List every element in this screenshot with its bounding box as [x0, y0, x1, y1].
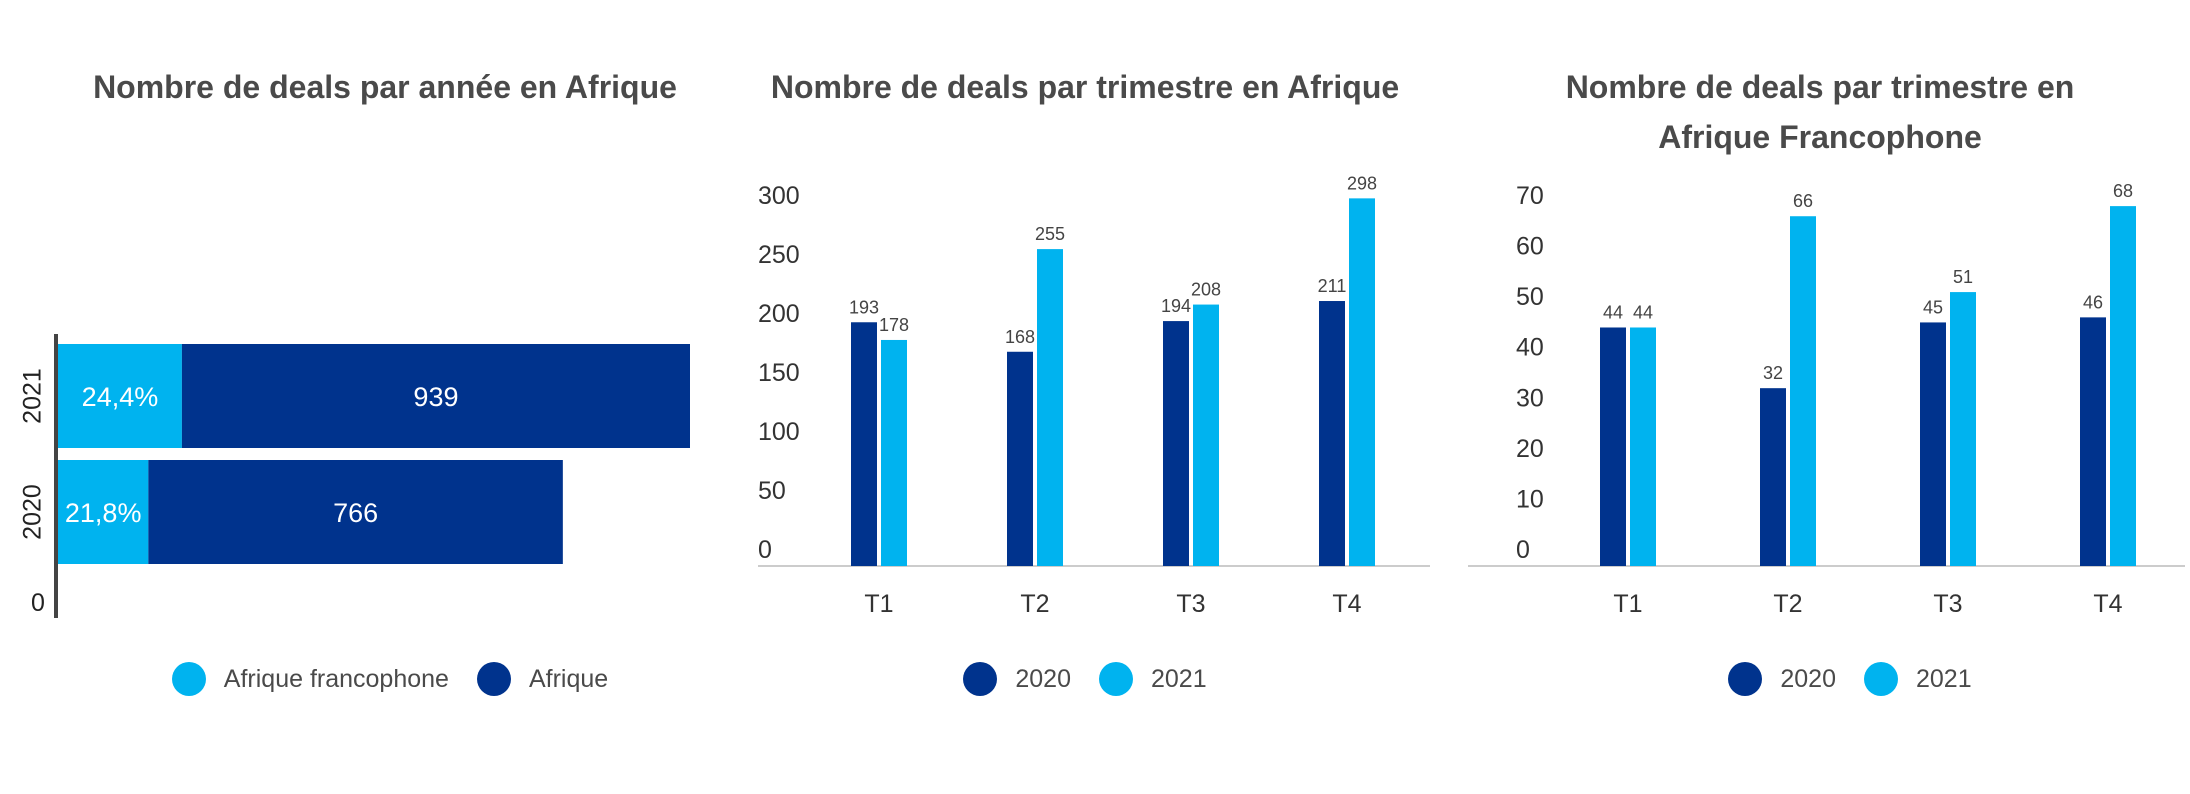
bar — [1760, 388, 1786, 566]
x-tick-label: T2 — [1773, 590, 1802, 618]
x-tick-label: T4 — [2093, 590, 2122, 618]
legend-item-2020: 2020 — [1728, 662, 1836, 696]
data-label: 194 — [1161, 296, 1191, 316]
y-tick-label: 30 — [1516, 384, 1544, 412]
legend-label: 2021 — [1916, 664, 1972, 693]
y-tick-label: 10 — [1516, 485, 1544, 513]
legend-annual: Afrique francophone Afrique — [60, 662, 720, 696]
data-label: 939 — [413, 382, 458, 412]
legend-label: 2020 — [1780, 664, 1836, 693]
bar — [1007, 351, 1033, 566]
bar — [1600, 327, 1626, 566]
bar — [1790, 216, 1816, 566]
legend-label: Afrique — [528, 664, 609, 693]
legend-label: 2021 — [1151, 664, 1207, 693]
y-tick-label: 150 — [758, 359, 800, 387]
x-tick-label: T3 — [1176, 590, 1205, 618]
bar — [1950, 292, 1976, 566]
chart-title: Nombre de deals par trimestre en Afrique — [770, 69, 1400, 105]
legend-swatch-dark — [1728, 662, 1763, 696]
data-label: 51 — [1953, 267, 1973, 287]
data-label: 766 — [333, 498, 378, 528]
data-label: 32 — [1763, 363, 1783, 383]
bar-segment — [181, 344, 691, 448]
bar-segment — [58, 460, 149, 564]
x-tick-label: T1 — [1613, 590, 1642, 618]
legend-label: Afrique francophone — [223, 664, 449, 693]
bar — [1163, 321, 1189, 566]
y-tick-label: 300 — [758, 182, 800, 210]
bar-segment — [58, 344, 182, 448]
bar — [851, 322, 877, 566]
y-tick-label: 0 — [758, 536, 772, 564]
x-tick-label: T1 — [864, 590, 893, 618]
data-label: 24,4% — [82, 382, 159, 412]
legend-swatch-light — [171, 662, 206, 696]
chart-panel-annual: Nombre de deals par année en Afrique 24,… — [0, 0, 720, 794]
y-tick-label: 50 — [758, 477, 786, 505]
chart-svg-annual: 24,4% 939 2021 21,8% 766 2020 0 — [19, 334, 691, 618]
bar — [2110, 206, 2136, 566]
data-label: 255 — [1035, 224, 1065, 244]
bar — [1193, 304, 1219, 566]
y-tick-label: 40 — [1516, 334, 1544, 362]
data-label: 178 — [879, 315, 909, 335]
legend-item-2021: 2021 — [1864, 662, 1972, 696]
bar — [1920, 322, 1946, 566]
x-tick-label: T4 — [1332, 590, 1361, 618]
legend-swatch-light — [1099, 662, 1133, 696]
bar — [1349, 198, 1375, 567]
chart-title: Nombre de deals par trimestre en Afrique… — [1565, 69, 2075, 155]
bar-segment — [148, 460, 563, 564]
x-tick-label: T3 — [1933, 590, 1962, 618]
data-label: 193 — [849, 297, 879, 317]
data-label: 168 — [1005, 327, 1035, 347]
legend-swatch-dark — [476, 662, 511, 696]
legend-item-2021: 2021 — [1099, 662, 1207, 696]
y-tick-label: 200 — [758, 300, 800, 328]
y-tick-label: 0 — [1516, 536, 1530, 564]
chart-title: Nombre de deals par année en Afrique — [93, 69, 677, 105]
data-label: 44 — [1633, 302, 1653, 322]
category-label: 2021 — [19, 368, 47, 424]
data-label: 211 — [1318, 276, 1347, 296]
data-label: 44 — [1603, 302, 1623, 322]
data-label: 46 — [2083, 292, 2103, 312]
legend-swatch-dark — [963, 662, 998, 696]
chart-panel-quarterly-francophone: Nombre de deals par trimestre en Afrique… — [1450, 0, 2190, 794]
data-label: 21,8% — [65, 498, 142, 528]
y-tick-label: 60 — [1516, 233, 1544, 261]
legend-item-francophone: Afrique francophone — [171, 662, 449, 696]
chart-panel-quarterly-africa: Nombre de deals par trimestre en Afrique… — [720, 0, 1450, 794]
data-label: 298 — [1347, 173, 1377, 193]
data-label: 208 — [1191, 280, 1221, 300]
bar — [2080, 317, 2106, 566]
data-label: 66 — [1793, 191, 1813, 211]
legend-item-2020: 2020 — [963, 662, 1071, 696]
y-tick-label: 70 — [1516, 182, 1544, 210]
bar — [1630, 327, 1656, 566]
bar — [1319, 301, 1345, 566]
y-tick-label: 50 — [1516, 283, 1544, 311]
y-tick-label: 250 — [758, 241, 800, 269]
tick-label: 0 — [31, 589, 45, 617]
legend-label: 2020 — [1015, 664, 1071, 693]
data-label: 68 — [2113, 181, 2133, 201]
y-tick-label: 100 — [758, 418, 800, 446]
x-tick-label: T2 — [1020, 590, 1049, 618]
data-label: 45 — [1923, 297, 1943, 317]
legend-quarterly-africa: 2020 2021 — [720, 662, 1450, 696]
bar — [1037, 249, 1063, 566]
bar — [881, 339, 907, 566]
category-label: 2020 — [19, 484, 47, 540]
legend-swatch-light — [1864, 662, 1898, 696]
legend-quarterly-francophone: 2020 2021 — [1510, 662, 2190, 696]
y-tick-label: 20 — [1516, 435, 1544, 463]
chart-svg-quarterly-francophone: 0 10 20 30 40 50 60 70 44 44 T1 32 66 T2 45 51 T3 46 68 T4 — [1468, 181, 2185, 618]
legend-item-afrique: Afrique — [476, 662, 609, 696]
